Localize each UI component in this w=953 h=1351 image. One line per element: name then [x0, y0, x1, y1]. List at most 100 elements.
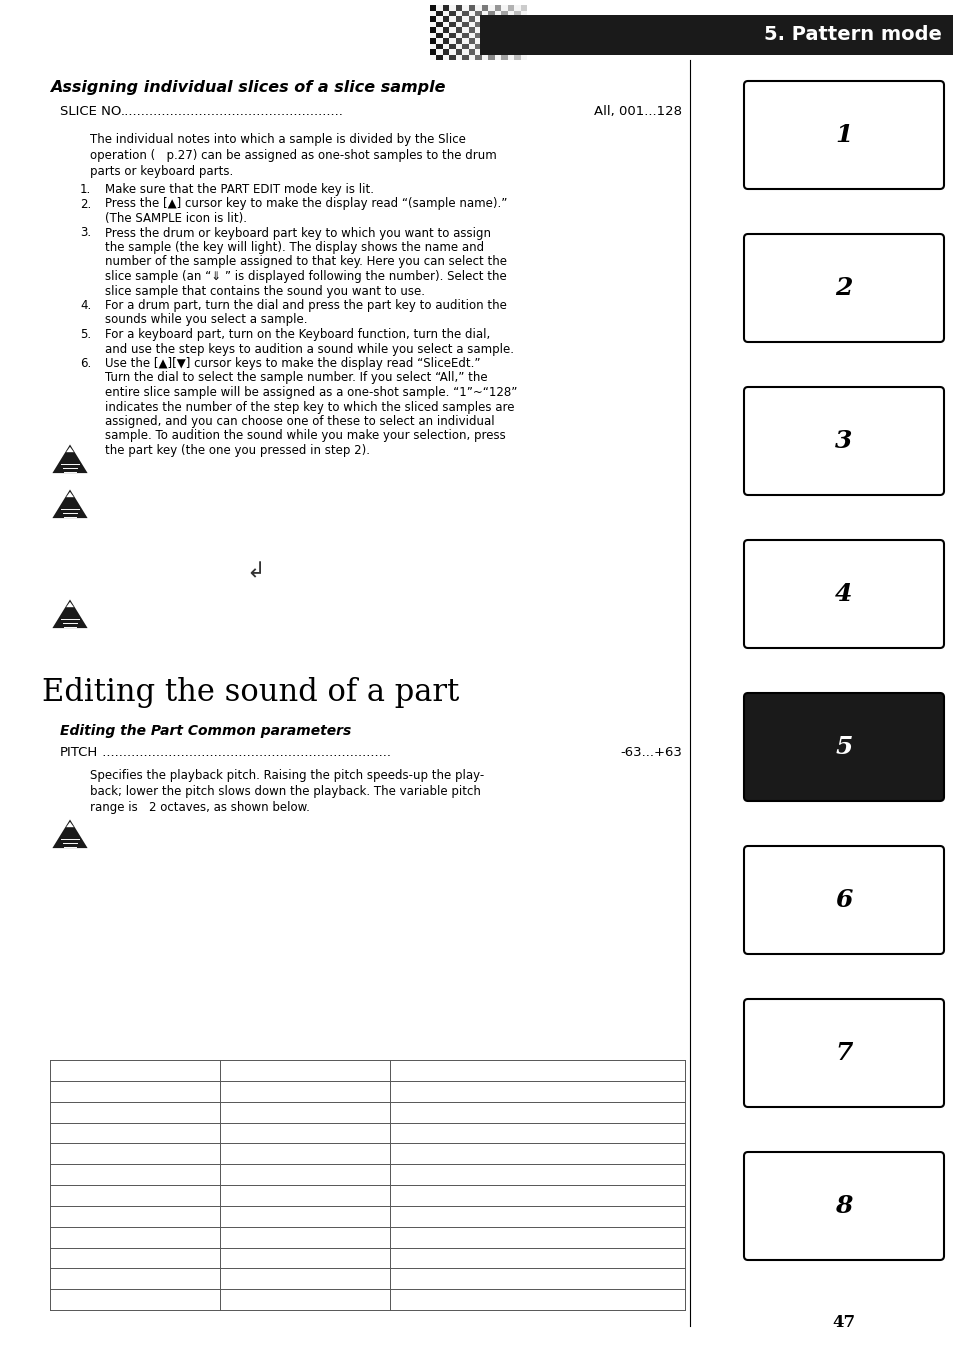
Bar: [501, 43, 507, 49]
Text: entire slice sample will be assigned as a one-shot sample. “1”~“128”: entire slice sample will be assigned as …: [105, 386, 517, 399]
Bar: [442, 11, 449, 16]
Bar: [449, 22, 456, 27]
Bar: [456, 11, 462, 16]
Text: Assigning individual slices of a slice sample: Assigning individual slices of a slice s…: [50, 80, 445, 95]
Bar: [488, 27, 495, 32]
Bar: [501, 38, 507, 43]
Bar: [475, 16, 481, 22]
Text: 3: 3: [835, 430, 852, 453]
Bar: [430, 22, 436, 27]
Text: ......................................................................: ........................................…: [98, 747, 391, 759]
Bar: [449, 43, 456, 49]
Text: the sample (the key will light). The display shows the name and: the sample (the key will light). The dis…: [105, 240, 483, 254]
Polygon shape: [52, 444, 88, 473]
Polygon shape: [52, 820, 88, 848]
Text: The individual notes into which a sample is divided by the Slice: The individual notes into which a sample…: [90, 132, 465, 146]
Bar: [436, 38, 442, 43]
Text: Use the [▲][▼] cursor keys to make the display read “SliceEdt.”: Use the [▲][▼] cursor keys to make the d…: [105, 357, 480, 370]
Bar: [495, 11, 501, 16]
Text: 7: 7: [835, 1042, 852, 1065]
Text: ↲: ↲: [246, 562, 264, 581]
Bar: [488, 43, 495, 49]
Bar: [514, 27, 520, 32]
Bar: [514, 54, 520, 59]
Text: Turn the dial to select the sample number. If you select “All,” the: Turn the dial to select the sample numbe…: [105, 372, 487, 385]
Bar: [456, 27, 462, 32]
Bar: [514, 16, 520, 22]
Bar: [507, 32, 514, 38]
Bar: [501, 49, 507, 54]
Bar: [501, 32, 507, 38]
Bar: [507, 11, 514, 16]
Bar: [501, 11, 507, 16]
Bar: [449, 11, 456, 16]
Bar: [520, 54, 527, 59]
Bar: [449, 38, 456, 43]
Bar: [514, 5, 520, 11]
Bar: [436, 11, 442, 16]
Text: range is   2 octaves, as shown below.: range is 2 octaves, as shown below.: [90, 801, 310, 813]
Text: 6: 6: [835, 888, 852, 912]
Bar: [469, 43, 475, 49]
Bar: [501, 54, 507, 59]
Polygon shape: [66, 821, 73, 827]
Bar: [514, 43, 520, 49]
Bar: [520, 11, 527, 16]
Bar: [436, 54, 442, 59]
Text: and use the step keys to audition a sound while you select a sample.: and use the step keys to audition a soun…: [105, 343, 514, 355]
Bar: [475, 11, 481, 16]
Bar: [481, 27, 488, 32]
Bar: [436, 5, 442, 11]
Bar: [507, 43, 514, 49]
Bar: [462, 54, 469, 59]
Bar: [436, 43, 442, 49]
Bar: [481, 16, 488, 22]
Bar: [520, 43, 527, 49]
Text: number of the sample assigned to that key. Here you can select the: number of the sample assigned to that ke…: [105, 255, 506, 269]
Bar: [462, 22, 469, 27]
Bar: [481, 22, 488, 27]
Bar: [488, 22, 495, 27]
Text: Press the drum or keyboard part key to which you want to assign: Press the drum or keyboard part key to w…: [105, 227, 491, 239]
Bar: [520, 32, 527, 38]
Bar: [475, 32, 481, 38]
Bar: [488, 16, 495, 22]
Bar: [462, 32, 469, 38]
FancyBboxPatch shape: [743, 540, 943, 648]
Bar: [481, 43, 488, 49]
Text: SLICE NO.: SLICE NO.: [60, 105, 125, 118]
Bar: [469, 5, 475, 11]
Bar: [469, 11, 475, 16]
Bar: [449, 32, 456, 38]
Bar: [475, 43, 481, 49]
Text: Make sure that the PART EDIT mode key is lit.: Make sure that the PART EDIT mode key is…: [105, 182, 374, 196]
Bar: [469, 38, 475, 43]
Bar: [430, 54, 436, 59]
Bar: [462, 43, 469, 49]
Bar: [449, 49, 456, 54]
Bar: [449, 16, 456, 22]
Bar: [479, 15, 953, 55]
Bar: [507, 16, 514, 22]
Bar: [442, 54, 449, 59]
Bar: [430, 38, 436, 43]
Bar: [456, 43, 462, 49]
Text: parts or keyboard parts.: parts or keyboard parts.: [90, 165, 233, 178]
Bar: [436, 22, 442, 27]
Bar: [488, 5, 495, 11]
Text: 5. Pattern mode: 5. Pattern mode: [763, 26, 941, 45]
Bar: [442, 32, 449, 38]
Bar: [462, 11, 469, 16]
Text: the part key (the one you pressed in step 2).: the part key (the one you pressed in ste…: [105, 444, 370, 457]
Text: operation (   p.27) can be assigned as one-shot samples to the drum: operation ( p.27) can be assigned as one…: [90, 149, 497, 162]
Bar: [430, 49, 436, 54]
FancyBboxPatch shape: [743, 998, 943, 1106]
Bar: [495, 22, 501, 27]
Text: .....................................................: ........................................…: [120, 105, 342, 118]
Bar: [507, 22, 514, 27]
Text: All, 001...128: All, 001...128: [594, 105, 681, 118]
Text: 3.: 3.: [80, 227, 91, 239]
Text: sample. To audition the sound while you make your selection, press: sample. To audition the sound while you …: [105, 430, 505, 443]
Bar: [475, 38, 481, 43]
Bar: [514, 49, 520, 54]
